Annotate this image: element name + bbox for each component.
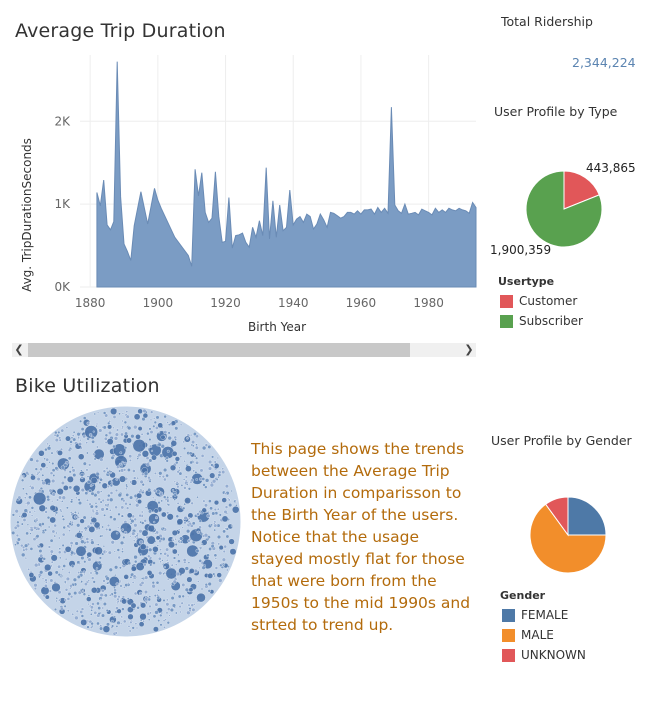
trip-chart-title: Average Trip Duration (15, 20, 226, 42)
male-slice[interactable] (529, 503, 607, 574)
subscriber-slice[interactable] (525, 170, 603, 248)
male-legend-label: MALE (521, 628, 554, 642)
usertype-pie-chart[interactable]: 443,865 1,900,359 (482, 150, 646, 265)
subscriber-swatch (500, 314, 513, 328)
scroll-left-icon[interactable]: ❮ (14, 343, 24, 356)
customer-slice[interactable] (563, 170, 600, 210)
x-tick-label: 1900 (143, 296, 174, 310)
legend-item-male[interactable]: MALE (502, 625, 586, 645)
female-legend-label: FEMALE (521, 608, 569, 622)
trip-area-series[interactable] (96, 61, 477, 288)
ridership-value: 2,344,224 (572, 55, 636, 70)
female-swatch (502, 608, 515, 622)
scrollbar-thumb[interactable] (28, 343, 410, 357)
y-tick-label: 0K (54, 280, 71, 294)
x-tick-label: 1960 (346, 296, 377, 310)
bike-utilization-bubble-chart[interactable] (8, 404, 243, 639)
x-axis-label: Birth Year (248, 320, 306, 334)
gender-title: User Profile by Gender (491, 433, 632, 448)
legend-item-unknown[interactable]: UNKNOWN (502, 645, 586, 665)
unknown-legend-label: UNKNOWN (521, 648, 586, 662)
female-slice[interactable] (567, 496, 607, 536)
unknown-swatch (502, 648, 515, 662)
usertype-title: User Profile by Type (494, 104, 618, 119)
gender-pie-chart[interactable] (520, 487, 620, 587)
x-tick-label: 1980 (413, 296, 444, 310)
trip-duration-chart[interactable]: 1880 1900 1920 1940 1960 1980 0K 1K 2K Birth Ye… (0, 45, 490, 340)
y-axis-label: Avg. TripDurationSeconds (20, 138, 34, 292)
bike-bubbles (11, 407, 240, 636)
subscriber-slice-label: 1,900,359 (490, 243, 551, 257)
subscriber-legend-label: Subscriber (519, 314, 583, 328)
male-swatch (502, 628, 515, 642)
bike-utilization-title: Bike Utilization (15, 375, 160, 397)
legend-item-customer[interactable]: Customer (500, 291, 583, 311)
chart-scrollbar[interactable]: ❮ ❯ (12, 343, 476, 357)
usertype-legend: Customer Subscriber (500, 291, 583, 331)
customer-legend-label: Customer (519, 294, 578, 308)
description-note: This page shows the trends between the A… (251, 440, 471, 634)
legend-item-female[interactable]: FEMALE (502, 605, 586, 625)
y-tick-label: 2K (54, 114, 71, 128)
customer-slice-label: 443,865 (586, 161, 636, 175)
x-tick-label: 1940 (278, 296, 309, 310)
unknown-slice[interactable] (544, 496, 569, 537)
y-tick-label: 1K (54, 197, 71, 211)
usertype-legend-title: Usertype (498, 275, 555, 288)
customer-swatch (500, 294, 513, 308)
ridership-title: Total Ridership (501, 14, 593, 29)
gender-legend: FEMALE MALE UNKNOWN (502, 605, 586, 665)
legend-item-subscriber[interactable]: Subscriber (500, 311, 583, 331)
x-tick-label: 1880 (75, 296, 106, 310)
gender-legend-title: Gender (500, 589, 546, 602)
scroll-right-icon[interactable]: ❯ (464, 343, 474, 356)
x-tick-label: 1920 (210, 296, 241, 310)
